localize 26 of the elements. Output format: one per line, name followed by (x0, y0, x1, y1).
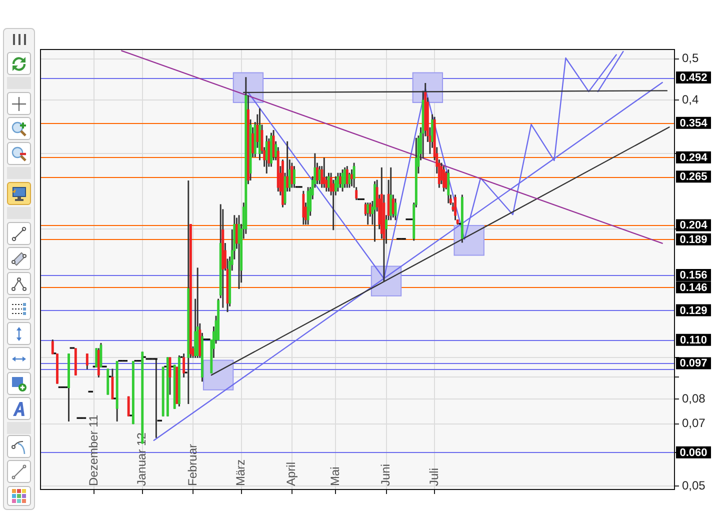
x-tick-label: April (284, 462, 298, 486)
x-tick-label: Juli (426, 468, 441, 486)
x-tick-label: März (234, 459, 248, 486)
y-tick-label: 0,05 (682, 478, 706, 493)
x-tick-label: Juni (378, 464, 393, 486)
ref-line-label: 0.204 (680, 220, 708, 232)
ref-line-label: 0.110 (680, 334, 707, 346)
ref-line-label: 0.097 (680, 358, 708, 370)
x-tick-label: Dezember 11 (86, 414, 100, 486)
ref-line-label: 0.189 (680, 234, 708, 246)
ref-line-label: 0.060 (680, 446, 708, 459)
ref-line-label: 0.294 (680, 152, 708, 164)
x-tick-label: Mai (328, 466, 342, 486)
ref-line-label: 0.146 (680, 282, 708, 294)
y-tick-label: 0,07 (682, 416, 706, 430)
point (202, 360, 234, 390)
ref-line-label: 0.265 (680, 171, 708, 184)
y-tick-label: 0,5 (682, 51, 700, 66)
candlestick (154, 358, 158, 438)
ref-line-label: 0.156 (680, 270, 708, 282)
ref-line-label: 0.129 (680, 304, 708, 317)
x-tick-label: Februar (185, 444, 200, 486)
ref-line-label: 0.354 (680, 117, 708, 130)
ref-line-label: 0.452 (680, 72, 708, 84)
y-tick-label: 0,4 (682, 92, 700, 107)
y-tick-label: 0,08 (682, 391, 706, 406)
